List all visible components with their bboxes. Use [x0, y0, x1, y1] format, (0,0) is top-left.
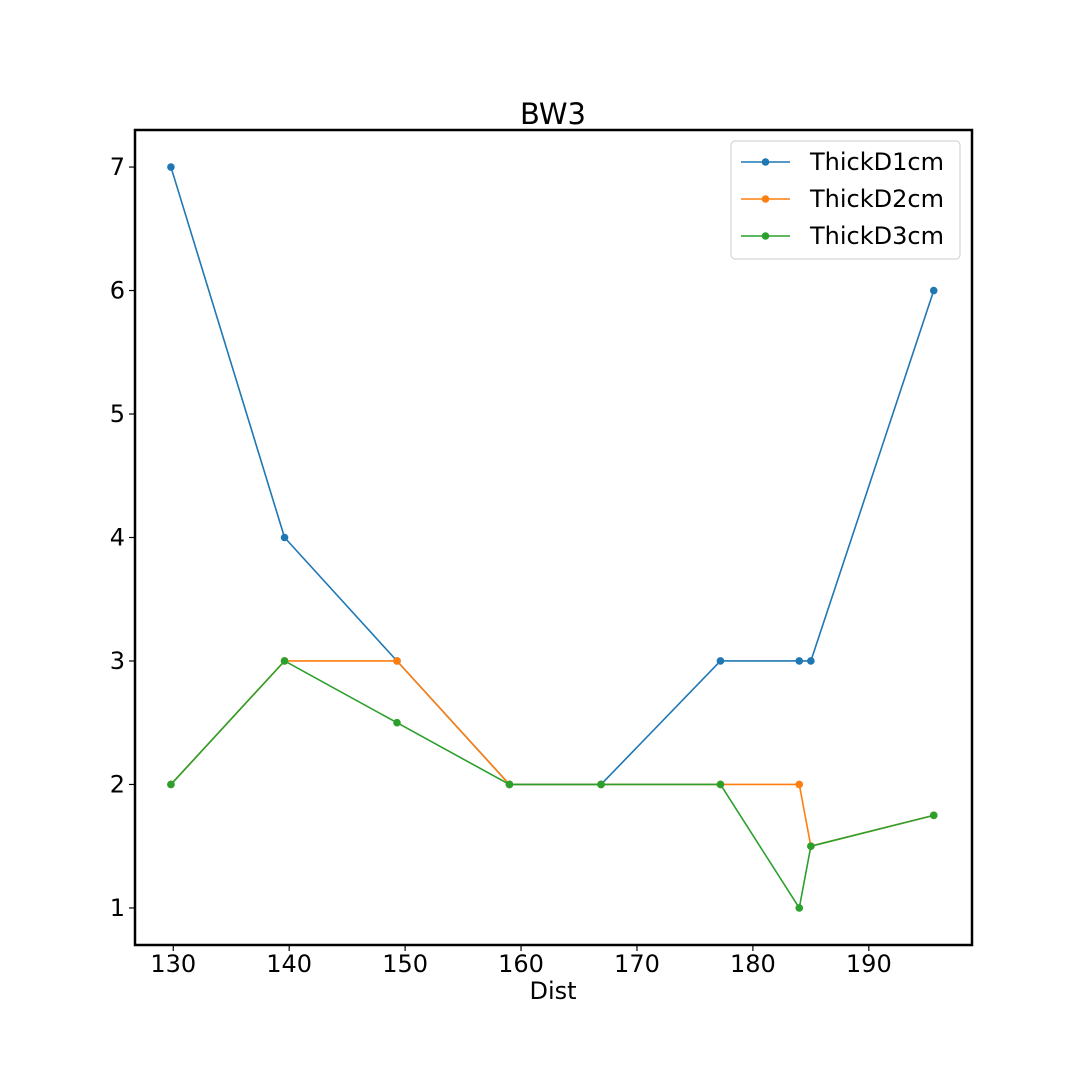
y-axis: 1 2 3 4 5 6 7 — [110, 153, 135, 922]
plot-area — [133, 128, 974, 947]
data-point — [393, 718, 401, 727]
chart-title: BW3 — [520, 97, 586, 131]
data-point — [929, 811, 938, 820]
legend-label: ThickD2cm — [809, 185, 944, 213]
legend-entry: ThickD1cm — [741, 148, 944, 176]
y-tick-label: 4 — [110, 524, 125, 552]
legend-entry: ThickD3cm — [741, 222, 944, 250]
data-point — [795, 904, 804, 912]
data-point — [929, 286, 938, 295]
data-point — [807, 842, 815, 851]
legend-entries: ThickD1cm ThickD2cm ThickD3cm — [741, 148, 944, 250]
legend-marker — [761, 158, 770, 166]
y-tick-label: 3 — [110, 647, 125, 675]
x-axis-label: Dist — [529, 977, 576, 1005]
legend-entry: ThickD2cm — [741, 185, 944, 213]
legend-marker — [761, 195, 770, 203]
y-tick-label: 7 — [110, 153, 125, 181]
y-tick-label: 2 — [110, 770, 125, 798]
series-ThickD3cm — [167, 657, 938, 912]
data-point — [807, 657, 815, 665]
data-point — [280, 657, 289, 665]
data-point — [505, 780, 514, 789]
plot-background — [135, 130, 972, 945]
x-tick-label: 180 — [730, 950, 776, 978]
legend-marker — [761, 232, 770, 240]
data-point — [716, 657, 725, 665]
legend-label: ThickD3cm — [809, 222, 944, 250]
x-tick-label: 140 — [266, 950, 312, 978]
data-point — [716, 780, 725, 789]
x-tick-label: 130 — [150, 950, 196, 978]
legend-box — [730, 140, 961, 260]
legend: ThickD1cm ThickD2cm ThickD3cm — [730, 140, 961, 260]
data-point — [393, 657, 401, 665]
y-tick-label: 6 — [110, 277, 125, 305]
legend-label: ThickD1cm — [809, 148, 944, 176]
y-tick-label: 5 — [110, 400, 125, 428]
x-tick-label: 170 — [614, 950, 660, 978]
data-point — [795, 780, 804, 789]
series-layer — [167, 163, 938, 912]
data-point — [795, 657, 804, 665]
data-point — [280, 533, 289, 542]
x-axis: 130 140 150 160 170 180 190 — [150, 945, 892, 978]
x-tick-label: 190 — [846, 950, 892, 978]
x-tick-label: 160 — [498, 950, 544, 978]
y-tick-label: 1 — [110, 894, 125, 922]
data-point — [167, 780, 175, 789]
data-point — [597, 780, 605, 789]
data-point — [167, 163, 175, 171]
x-tick-label: 150 — [382, 950, 428, 978]
